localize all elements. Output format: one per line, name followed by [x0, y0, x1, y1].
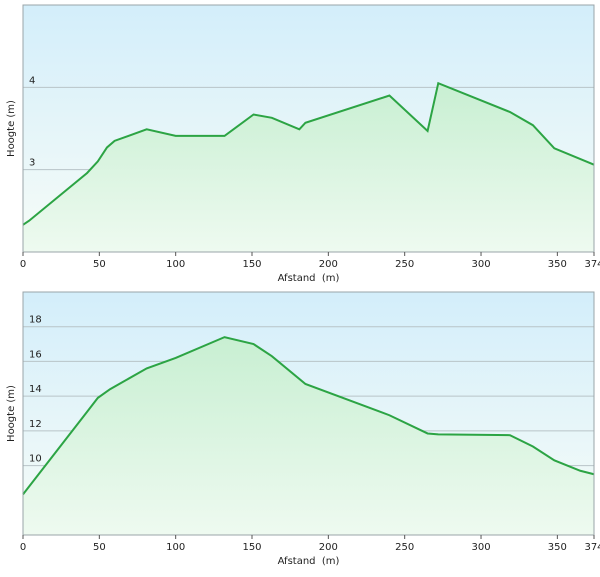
y-tick-label: 12 [29, 419, 42, 430]
x-tick-label: 150 [242, 259, 261, 270]
x-tick-label: 350 [548, 259, 567, 270]
area-fill [23, 83, 594, 252]
y-tick-label: 3 [29, 158, 35, 169]
x-axis-title: Afstand (m) [278, 273, 340, 284]
y-axis-title: Hoogte (m) [6, 385, 17, 442]
x-tick-label: 350 [548, 542, 567, 553]
x-tick-label: 200 [319, 259, 338, 270]
x-tick-label: 250 [395, 259, 414, 270]
elevation-line [22, 336, 595, 495]
x-tick-label: 374 [584, 259, 600, 270]
x-axis-title: Afstand (m) [278, 556, 340, 567]
x-tick-label: 300 [471, 542, 490, 553]
x-tick-label: 0 [20, 259, 26, 270]
x-tick-label: 50 [93, 542, 106, 553]
y-tick-label: 4 [29, 75, 35, 86]
x-tick-label: 300 [471, 259, 490, 270]
y-tick-label: 18 [29, 315, 42, 326]
x-tick-label: 100 [166, 542, 185, 553]
elevation-line [22, 81, 595, 226]
area-fill [23, 337, 594, 535]
plot-frame [22, 4, 595, 253]
y-tick-label: 10 [29, 454, 42, 465]
x-tick-label: 50 [93, 259, 106, 270]
x-tick-label: 200 [319, 542, 338, 553]
x-tick-label: 0 [20, 542, 26, 553]
y-tick-label: 16 [29, 349, 42, 360]
plot-frame [22, 291, 595, 536]
y-axis-title: Hoogte (m) [6, 100, 17, 157]
x-tick-label: 374 [584, 542, 600, 553]
x-tick-label: 100 [166, 259, 185, 270]
x-tick-label: 250 [395, 542, 414, 553]
y-tick-label: 14 [29, 384, 42, 395]
x-tick-label: 150 [242, 542, 261, 553]
